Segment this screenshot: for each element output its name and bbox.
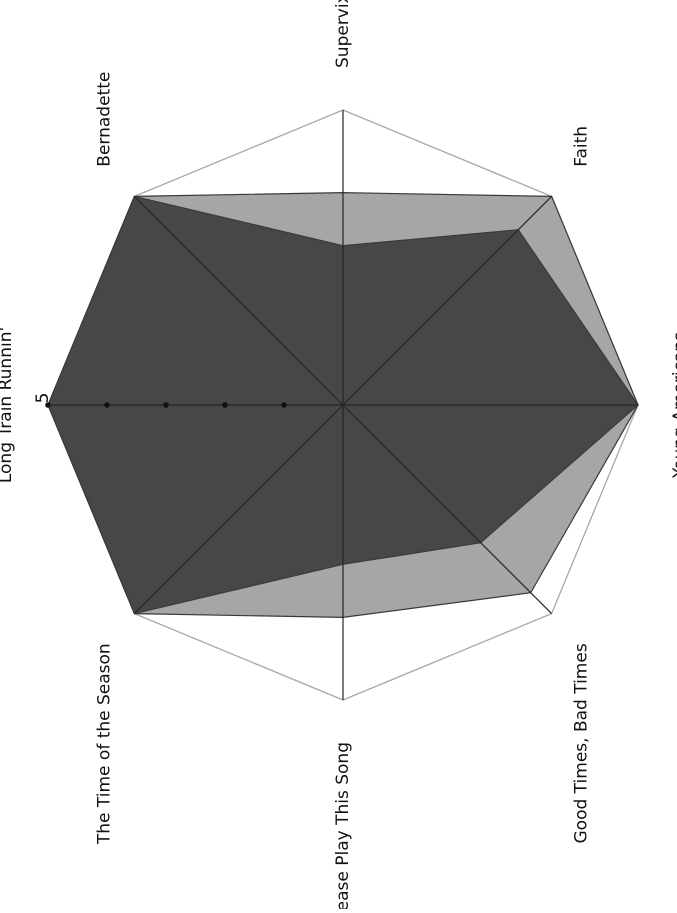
tick-label-5: 5 (33, 393, 53, 404)
axis-label: The Time of the Season (95, 643, 115, 845)
spoke-4 (342, 404, 553, 615)
tick-mark-3 (163, 402, 169, 408)
spoke-2 (342, 195, 553, 406)
tick-mark-2 (222, 402, 228, 408)
axis-label: Long Train Runnin' (0, 327, 16, 483)
tick-mark-5 (45, 402, 51, 408)
spoke-6 (133, 404, 344, 615)
tick-mark-1 (281, 402, 287, 408)
spoke-layer (48, 110, 638, 700)
tick-mark-4 (104, 402, 110, 408)
axis-label: Good Times, Bad Times (571, 643, 591, 843)
axis-label: Bernadette (95, 72, 115, 167)
axis-label: Young Americans (670, 332, 677, 479)
axis-label: Please Play This Song (333, 742, 353, 909)
axis-label: Supervixen (333, 0, 353, 68)
spoke-8 (133, 195, 344, 406)
axis-label: Faith (571, 126, 591, 167)
tick-layer: 5 (33, 393, 287, 408)
